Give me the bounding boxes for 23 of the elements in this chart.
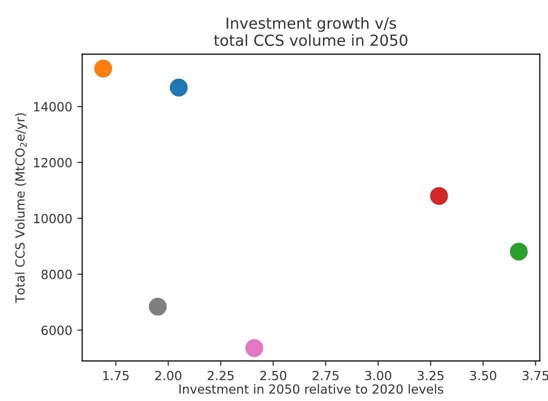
point <box>430 187 448 205</box>
point <box>245 339 264 357</box>
x-axis-title: Investment in 2050 relative to 2020 levels <box>179 384 444 394</box>
y-tick-label: 12000 <box>34 158 72 168</box>
y-tick-label: 14000 <box>34 102 72 112</box>
y-axis-title: Total CCS Volume (MtCO$_{2}$e/yr) <box>15 113 28 303</box>
x-tick-label: 3.25 <box>418 370 444 380</box>
y-tick-label: 6000 <box>42 326 72 336</box>
point <box>170 78 188 96</box>
x-tick-label: 1.75 <box>103 371 129 380</box>
x-tick-label: 2.50 <box>260 370 286 380</box>
y-tick-label: 8000 <box>42 270 72 280</box>
x-tick-label: 2.00 <box>155 370 182 380</box>
point <box>148 298 167 316</box>
x-tick-label: 2.25 <box>208 370 234 380</box>
y-tick-label: 10000 <box>34 214 72 224</box>
point <box>94 60 112 78</box>
x-tick-label: 3.50 <box>470 370 496 380</box>
x-tick-label: 3.00 <box>365 370 392 380</box>
x-tick-label: 2.75 <box>312 370 339 380</box>
chart-title: Investment growth v/s total CCS volume in 2050 <box>214 17 408 46</box>
x-tick-label: 3.75 <box>522 370 548 380</box>
point <box>510 242 528 261</box>
